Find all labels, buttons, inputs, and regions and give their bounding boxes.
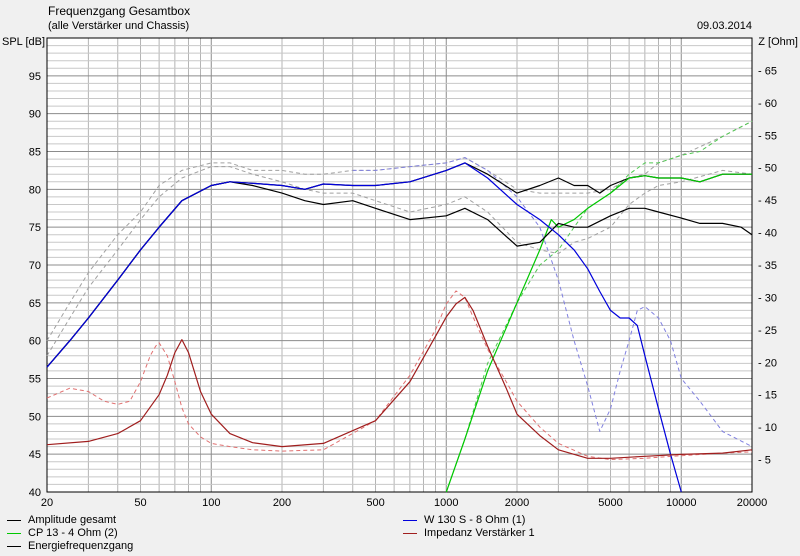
y-left-tick-label: 65: [29, 298, 41, 310]
y-left-tick-label: 45: [29, 449, 41, 461]
y-right-tick-label: - 20: [758, 357, 777, 369]
chart-subtitle: (alle Verstärker und Chassis): [48, 20, 190, 32]
x-tick-label: 100: [202, 497, 220, 509]
legend-label: Energiefrequenzgang: [28, 540, 134, 552]
y-axis-left-label: SPL [dB]: [2, 36, 46, 48]
y-left-tick-label: 50: [29, 411, 41, 423]
y-right-tick-label: - 50: [758, 163, 777, 175]
y-right-tick-label: - 45: [758, 195, 777, 207]
chart-title: Frequenzgang Gesamtbox: [48, 4, 191, 18]
y-right-tick-label: - 60: [758, 98, 777, 110]
x-tick-label: 20000: [737, 497, 768, 509]
y-right-tick-label: - 15: [758, 390, 777, 402]
y-right-tick-label: - 40: [758, 228, 777, 240]
legend-swatch: [7, 533, 21, 534]
legend-swatch: [7, 520, 21, 521]
y-left-tick-label: 80: [29, 184, 41, 196]
y-left-tick-label: 85: [29, 147, 41, 159]
y-right-tick-label: - 65: [758, 65, 777, 77]
plot-frame: [46, 37, 753, 493]
x-tick-label: 200: [273, 497, 291, 509]
y-right-tick-label: - 10: [758, 422, 777, 434]
y-left-tick-label: 40: [29, 487, 41, 499]
series-line-impedanz-verst-rker-1: [46, 296, 753, 459]
legend-label: W 130 S - 8 Ohm (1): [424, 514, 526, 526]
y-left-tick-label: 75: [29, 222, 41, 234]
x-tick-label: 10000: [666, 497, 697, 509]
legend-swatch: [403, 533, 417, 534]
x-tick-label: 1000: [434, 497, 458, 509]
x-tick-label: 2000: [505, 497, 529, 509]
legend-label: Impedanz Verstärker 1: [424, 527, 535, 539]
series-line-tiefton-referenz-: [352, 157, 753, 448]
series-line-cp-13-4-ohm-2-: [445, 173, 752, 493]
x-tick-label: 20: [41, 497, 53, 509]
series-line-w-130-s-8-ohm-1-: [46, 162, 682, 493]
legend-label: CP 13 - 4 Ohm (2): [28, 527, 118, 539]
series-line-impedanz-referenz-: [46, 290, 753, 461]
y-right-tick-label: - 5: [758, 455, 771, 467]
chart-date: 09.03.2014: [696, 20, 752, 32]
y-left-tick-label: 60: [29, 336, 41, 348]
y-right-tick-label: - 35: [758, 260, 777, 272]
y-left-tick-label: 70: [29, 260, 41, 272]
x-tick-label: 500: [366, 497, 384, 509]
series-line-hochton-referenz-: [445, 120, 753, 493]
legend-label: Amplitude gesamt: [28, 514, 117, 526]
y-left-tick-label: 90: [29, 109, 41, 121]
y-right-tick-label: - 55: [758, 130, 777, 142]
y-left-tick-label: 55: [29, 374, 41, 386]
x-tick-label: 5000: [598, 497, 622, 509]
y-axis-right-label: Z [Ohm]: [758, 36, 798, 48]
y-right-tick-label: - 30: [758, 292, 777, 304]
y-right-tick-label: - 25: [758, 325, 777, 337]
x-tick-label: 50: [134, 497, 146, 509]
y-left-tick-label: 95: [29, 71, 41, 83]
legend-swatch: [7, 546, 21, 547]
legend-swatch: [403, 520, 417, 521]
